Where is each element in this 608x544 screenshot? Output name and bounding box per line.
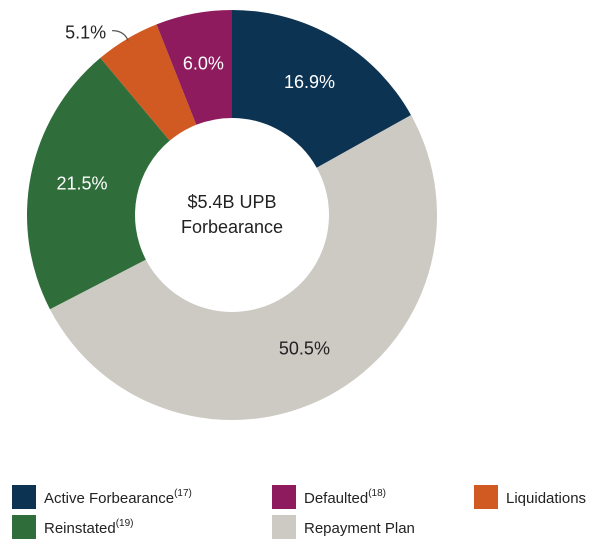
- legend-name: Reinstated: [44, 520, 116, 537]
- center-text: Forbearance: [181, 217, 283, 237]
- legend-superscript: (19): [116, 518, 134, 529]
- legend-name: Active Forbearance: [44, 490, 174, 507]
- legend-label: Liquidations: [506, 490, 586, 507]
- value-label: 5.1%: [65, 22, 106, 42]
- legend-name: Defaulted: [304, 490, 368, 507]
- legend-name: Repayment Plan: [304, 520, 415, 537]
- donut-slice: [100, 24, 197, 141]
- legend-swatch: [12, 515, 36, 539]
- donut-slice: [232, 10, 412, 168]
- legend-label: Repayment Plan: [304, 520, 415, 537]
- legend-label: Active Forbearance(17): [44, 488, 192, 507]
- legend-superscript: (17): [174, 488, 192, 499]
- center-text: $5.4B UPB: [187, 192, 276, 212]
- donut-slice: [27, 57, 170, 310]
- value-label: 21.5%: [56, 174, 107, 194]
- value-label: 16.9%: [284, 72, 335, 92]
- legend-swatch: [474, 485, 498, 509]
- legend-name: Liquidations: [506, 490, 586, 507]
- legend-swatch: [12, 485, 36, 509]
- legend-swatch: [272, 515, 296, 539]
- donut-slice: [49, 115, 437, 420]
- legend-superscript: (18): [368, 488, 386, 499]
- leader-line: [112, 29, 129, 41]
- legend-swatch: [272, 485, 296, 509]
- value-label: 6.0%: [183, 53, 224, 73]
- legend-label: Defaulted(18): [304, 488, 386, 507]
- donut-slice: [156, 10, 232, 125]
- legend-label: Reinstated(19): [44, 518, 134, 537]
- value-label: 50.5%: [279, 339, 330, 359]
